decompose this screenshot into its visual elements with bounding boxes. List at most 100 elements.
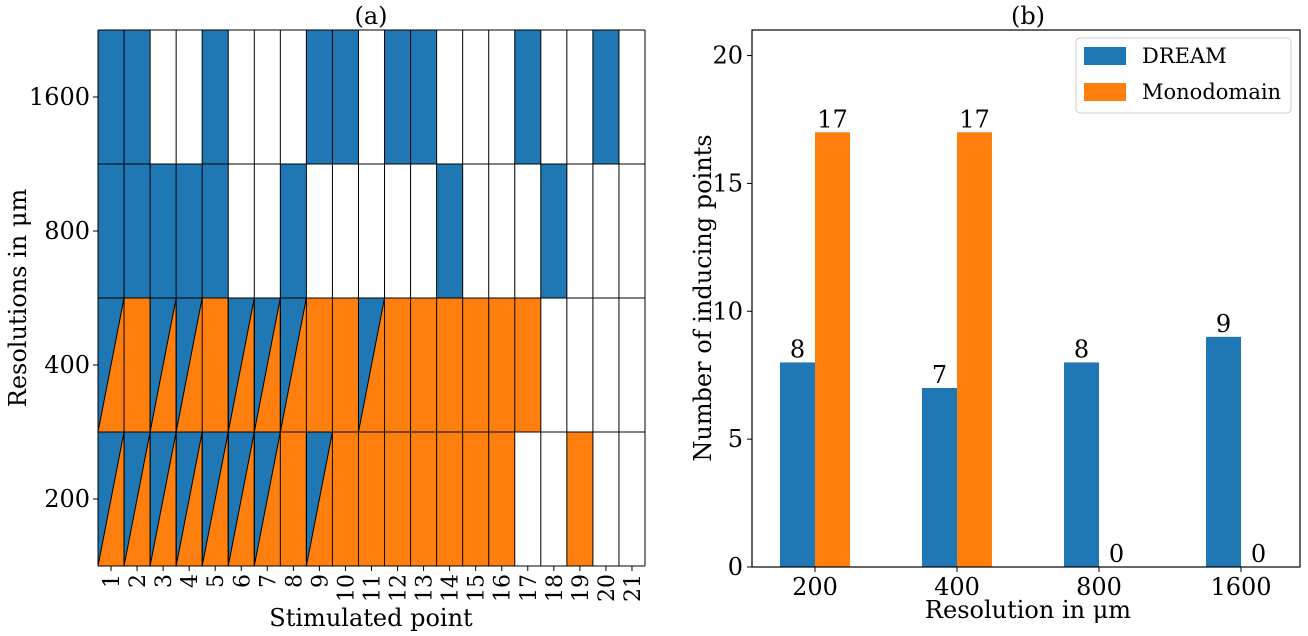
bar-chart-y-axis-label: Number of inducing points — [689, 134, 717, 461]
heatmap-cell — [618, 298, 645, 432]
heatmap-y-axis-label: Resolutions in μm — [4, 189, 32, 408]
bar-monodomain — [957, 132, 992, 568]
heatmap-title: (a) — [354, 2, 387, 30]
heatmap-cell — [592, 298, 619, 432]
bar-y-tick-label: 10 — [712, 297, 743, 325]
heatmap-cell — [618, 30, 645, 164]
heatmap-cell — [488, 432, 515, 566]
heatmap-cell — [306, 30, 333, 164]
heatmap-cell — [202, 30, 229, 164]
heatmap-cell — [280, 164, 307, 298]
heatmap-cell — [410, 164, 437, 298]
heatmap-cell — [618, 432, 645, 566]
bar-value-label: 0 — [1251, 540, 1266, 568]
bar-value-label: 0 — [1109, 540, 1124, 568]
bar-chart-panel: (b) 8 7 8 9 17 17 0 0 0 5 10 15 20 200 400 800 1600 Re… — [689, 2, 1301, 624]
heatmap-cell — [540, 164, 567, 298]
heatmap-cell — [618, 164, 645, 298]
heatmap-cell — [436, 164, 463, 298]
heatmap-cell — [462, 432, 489, 566]
heatmap-cell — [566, 432, 593, 566]
heatmap-cell — [150, 164, 177, 298]
heatmap-x-tick-label: 7 — [256, 574, 281, 588]
heatmap-cell — [592, 164, 619, 298]
heatmap-x-tick-label: 20 — [595, 574, 620, 602]
heatmap-x-tick-label: 13 — [413, 574, 438, 602]
heatmap-cell — [592, 432, 619, 566]
heatmap-x-tick-label: 19 — [569, 574, 594, 602]
heatmap-x-tick-label: 17 — [517, 574, 542, 602]
heatmap-x-tick-label: 3 — [152, 574, 177, 588]
heatmap-cell — [332, 432, 359, 566]
bar-x-tick-label: 800 — [1076, 573, 1122, 601]
heatmap-cell — [540, 298, 567, 432]
heatmap-x-tick-label: 2 — [126, 574, 151, 588]
heatmap-x-tick-label: 6 — [230, 574, 255, 588]
bar-dream — [1206, 336, 1241, 567]
heatmap-y-tick-label: 800 — [44, 217, 90, 245]
heatmap-cell — [254, 164, 281, 298]
bar-chart-title: (b) — [1011, 2, 1045, 30]
heatmap-cell — [98, 164, 125, 298]
heatmap-x-tick-label: 8 — [282, 574, 307, 588]
heatmap-cell — [280, 30, 307, 164]
heatmap-x-tick-label: 9 — [308, 574, 333, 588]
legend-label-monodomain: Monodomain — [1142, 80, 1281, 104]
heatmap-cell — [384, 164, 411, 298]
bar-y-tick-label: 0 — [728, 553, 743, 581]
heatmap-x-tick-label: 14 — [439, 574, 464, 602]
heatmap-cell — [488, 298, 515, 432]
heatmap-cell — [462, 164, 489, 298]
bar-value-label: 8 — [1074, 335, 1089, 363]
heatmap-cell — [228, 30, 255, 164]
bar-chart-frame — [751, 29, 1301, 568]
heatmap-cell — [358, 30, 385, 164]
bar-x-tick-label: 400 — [934, 573, 980, 601]
heatmap-cell — [462, 30, 489, 164]
heatmap-cell — [176, 164, 203, 298]
bar-value-label: 7 — [932, 361, 947, 389]
legend-swatch-dream — [1084, 47, 1126, 65]
heatmap-cell — [202, 298, 229, 432]
heatmap-cell — [514, 30, 541, 164]
bar-x-tick-label: 1600 — [1210, 573, 1271, 601]
heatmap-x-tick-label: 1 — [100, 574, 125, 588]
legend-label-dream: DREAM — [1142, 44, 1227, 68]
heatmap-cell — [566, 164, 593, 298]
heatmap-x-tick-label: 18 — [543, 574, 568, 602]
heatmap-cell — [384, 298, 411, 432]
heatmap-x-tick-label: 16 — [491, 574, 516, 602]
heatmap-cell — [332, 298, 359, 432]
bar-y-tick-label: 15 — [712, 169, 743, 197]
heatmap-cell — [228, 164, 255, 298]
heatmap-cell — [306, 298, 333, 432]
heatmap-x-tick-label: 12 — [387, 574, 412, 602]
heatmap-cell — [566, 30, 593, 164]
heatmap-panel: (a) 1 2 3 4 5 6 7 8 9 10 11 12 13 14 15 16 17 18 19 20 21 20… — [4, 2, 646, 632]
legend: DREAM Monodomain — [1075, 37, 1292, 114]
heatmap-y-tick-label: 1600 — [29, 83, 90, 111]
heatmap-x-tick-label: 5 — [204, 574, 229, 588]
legend-swatch-monodomain — [1084, 83, 1126, 101]
heatmap-cell — [202, 164, 229, 298]
heatmap-cell — [540, 432, 567, 566]
bar-monodomain — [815, 132, 850, 568]
heatmap-cell — [410, 298, 437, 432]
heatmap-cell — [150, 30, 177, 164]
heatmap-cell — [358, 164, 385, 298]
bar-x-tick-label: 200 — [792, 573, 838, 601]
heatmap-cell — [384, 432, 411, 566]
heatmap-cell — [436, 30, 463, 164]
heatmap-cell — [384, 30, 411, 164]
heatmap-cell — [124, 30, 151, 164]
bar-chart-x-axis-label: Resolution in μm — [925, 596, 1131, 624]
heatmap-cell — [514, 298, 541, 432]
bar-dream — [780, 362, 815, 567]
heatmap-cell — [592, 30, 619, 164]
bar-value-label: 17 — [959, 105, 990, 133]
heatmap-cell — [332, 30, 359, 164]
heatmap-x-tick-label: 11 — [361, 574, 386, 602]
heatmap-cell — [306, 164, 333, 298]
heatmap-cell — [176, 30, 203, 164]
bar-value-label: 17 — [817, 105, 848, 133]
